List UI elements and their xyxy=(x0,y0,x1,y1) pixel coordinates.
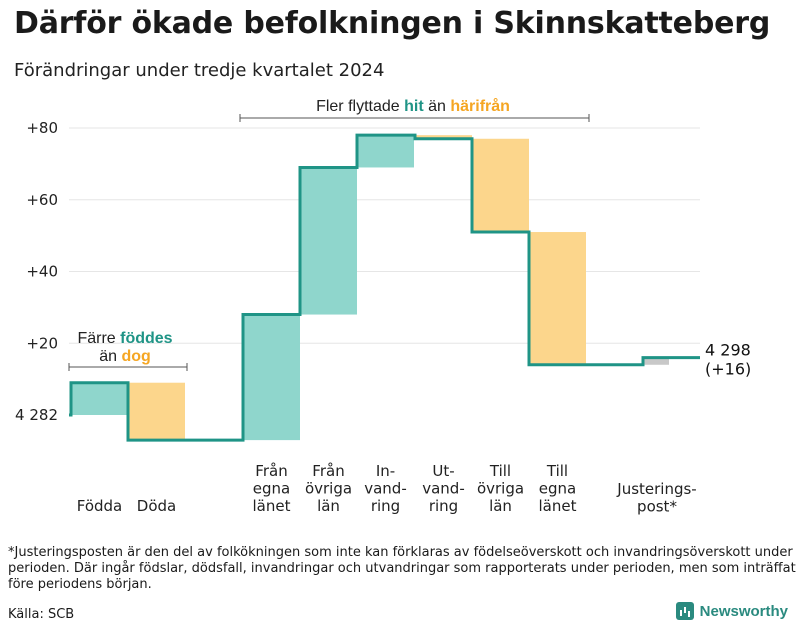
waterfall-bar xyxy=(644,357,669,365)
annotation-part: Färre xyxy=(77,330,120,347)
category-label: post* xyxy=(637,498,677,516)
waterfall-bar xyxy=(415,135,472,139)
category-label: Döda xyxy=(137,497,176,515)
annotation-text: än dog xyxy=(99,348,151,365)
annotation-part: dog xyxy=(121,348,150,365)
waterfall-bar xyxy=(472,138,529,233)
y-tick-label: +20 xyxy=(26,334,58,352)
waterfall-bar xyxy=(71,382,128,415)
category-label: Födda xyxy=(77,497,123,515)
annotation-part: hit xyxy=(404,98,424,115)
annotation-text: Fler flyttade hit än härifrån xyxy=(316,97,510,115)
category-label: övriga xyxy=(477,480,524,498)
y-tick-label: +80 xyxy=(26,119,58,137)
footnote: *Justeringsposten är den del av folkökni… xyxy=(8,545,796,592)
brand: Newsworthy xyxy=(675,602,788,620)
annotation-part: föddes xyxy=(120,330,173,347)
end-change-label: (+16) xyxy=(705,360,751,379)
category-label: övriga xyxy=(305,480,352,498)
annotation-part: än xyxy=(99,348,121,365)
category-label: In- xyxy=(376,462,395,480)
start-value-label: 4 282 xyxy=(15,406,58,424)
waterfall-bar xyxy=(243,314,300,441)
category-label: Från xyxy=(255,462,287,480)
newsworthy-logo-icon xyxy=(675,602,694,620)
category-label: län xyxy=(317,497,340,515)
category-label: län xyxy=(489,497,512,515)
category-label: Från xyxy=(312,462,344,480)
cumulative-line xyxy=(69,133,700,442)
y-tick-label: +60 xyxy=(26,191,58,209)
category-label: vand- xyxy=(364,480,407,498)
category-label: ring xyxy=(371,497,400,515)
annotation-text: Färre föddes xyxy=(77,330,172,347)
waterfall-bar xyxy=(529,232,586,365)
category-label: Till xyxy=(489,462,511,480)
annotation-part: härifrån xyxy=(450,97,510,115)
category-label: Justerings- xyxy=(616,480,696,498)
annotation-part: än xyxy=(424,98,451,115)
chart-subtitle: Förändringar under tredje kvartalet 2024 xyxy=(14,60,385,81)
category-label: vand- xyxy=(422,480,465,498)
category-label: egna xyxy=(539,480,576,498)
category-label: Ut- xyxy=(432,462,454,480)
brand-name: Newsworthy xyxy=(699,602,788,620)
y-tick-label: +40 xyxy=(26,263,58,281)
category-label: Till xyxy=(546,462,568,480)
annotation-part: Fler flyttade xyxy=(316,98,404,115)
waterfall-bar xyxy=(357,135,414,168)
category-label: egna xyxy=(253,480,290,498)
end-value-label: 4 298 xyxy=(705,341,751,360)
waterfall-bar xyxy=(300,167,357,315)
category-label: länet xyxy=(539,497,577,515)
waterfall-bar xyxy=(128,382,185,441)
chart-title: Därför ökade befolkningen i Skinnskatteb… xyxy=(14,6,771,41)
category-label: ring xyxy=(429,497,458,515)
source-label: Källa: SCB xyxy=(8,607,75,622)
category-label: länet xyxy=(253,497,291,515)
